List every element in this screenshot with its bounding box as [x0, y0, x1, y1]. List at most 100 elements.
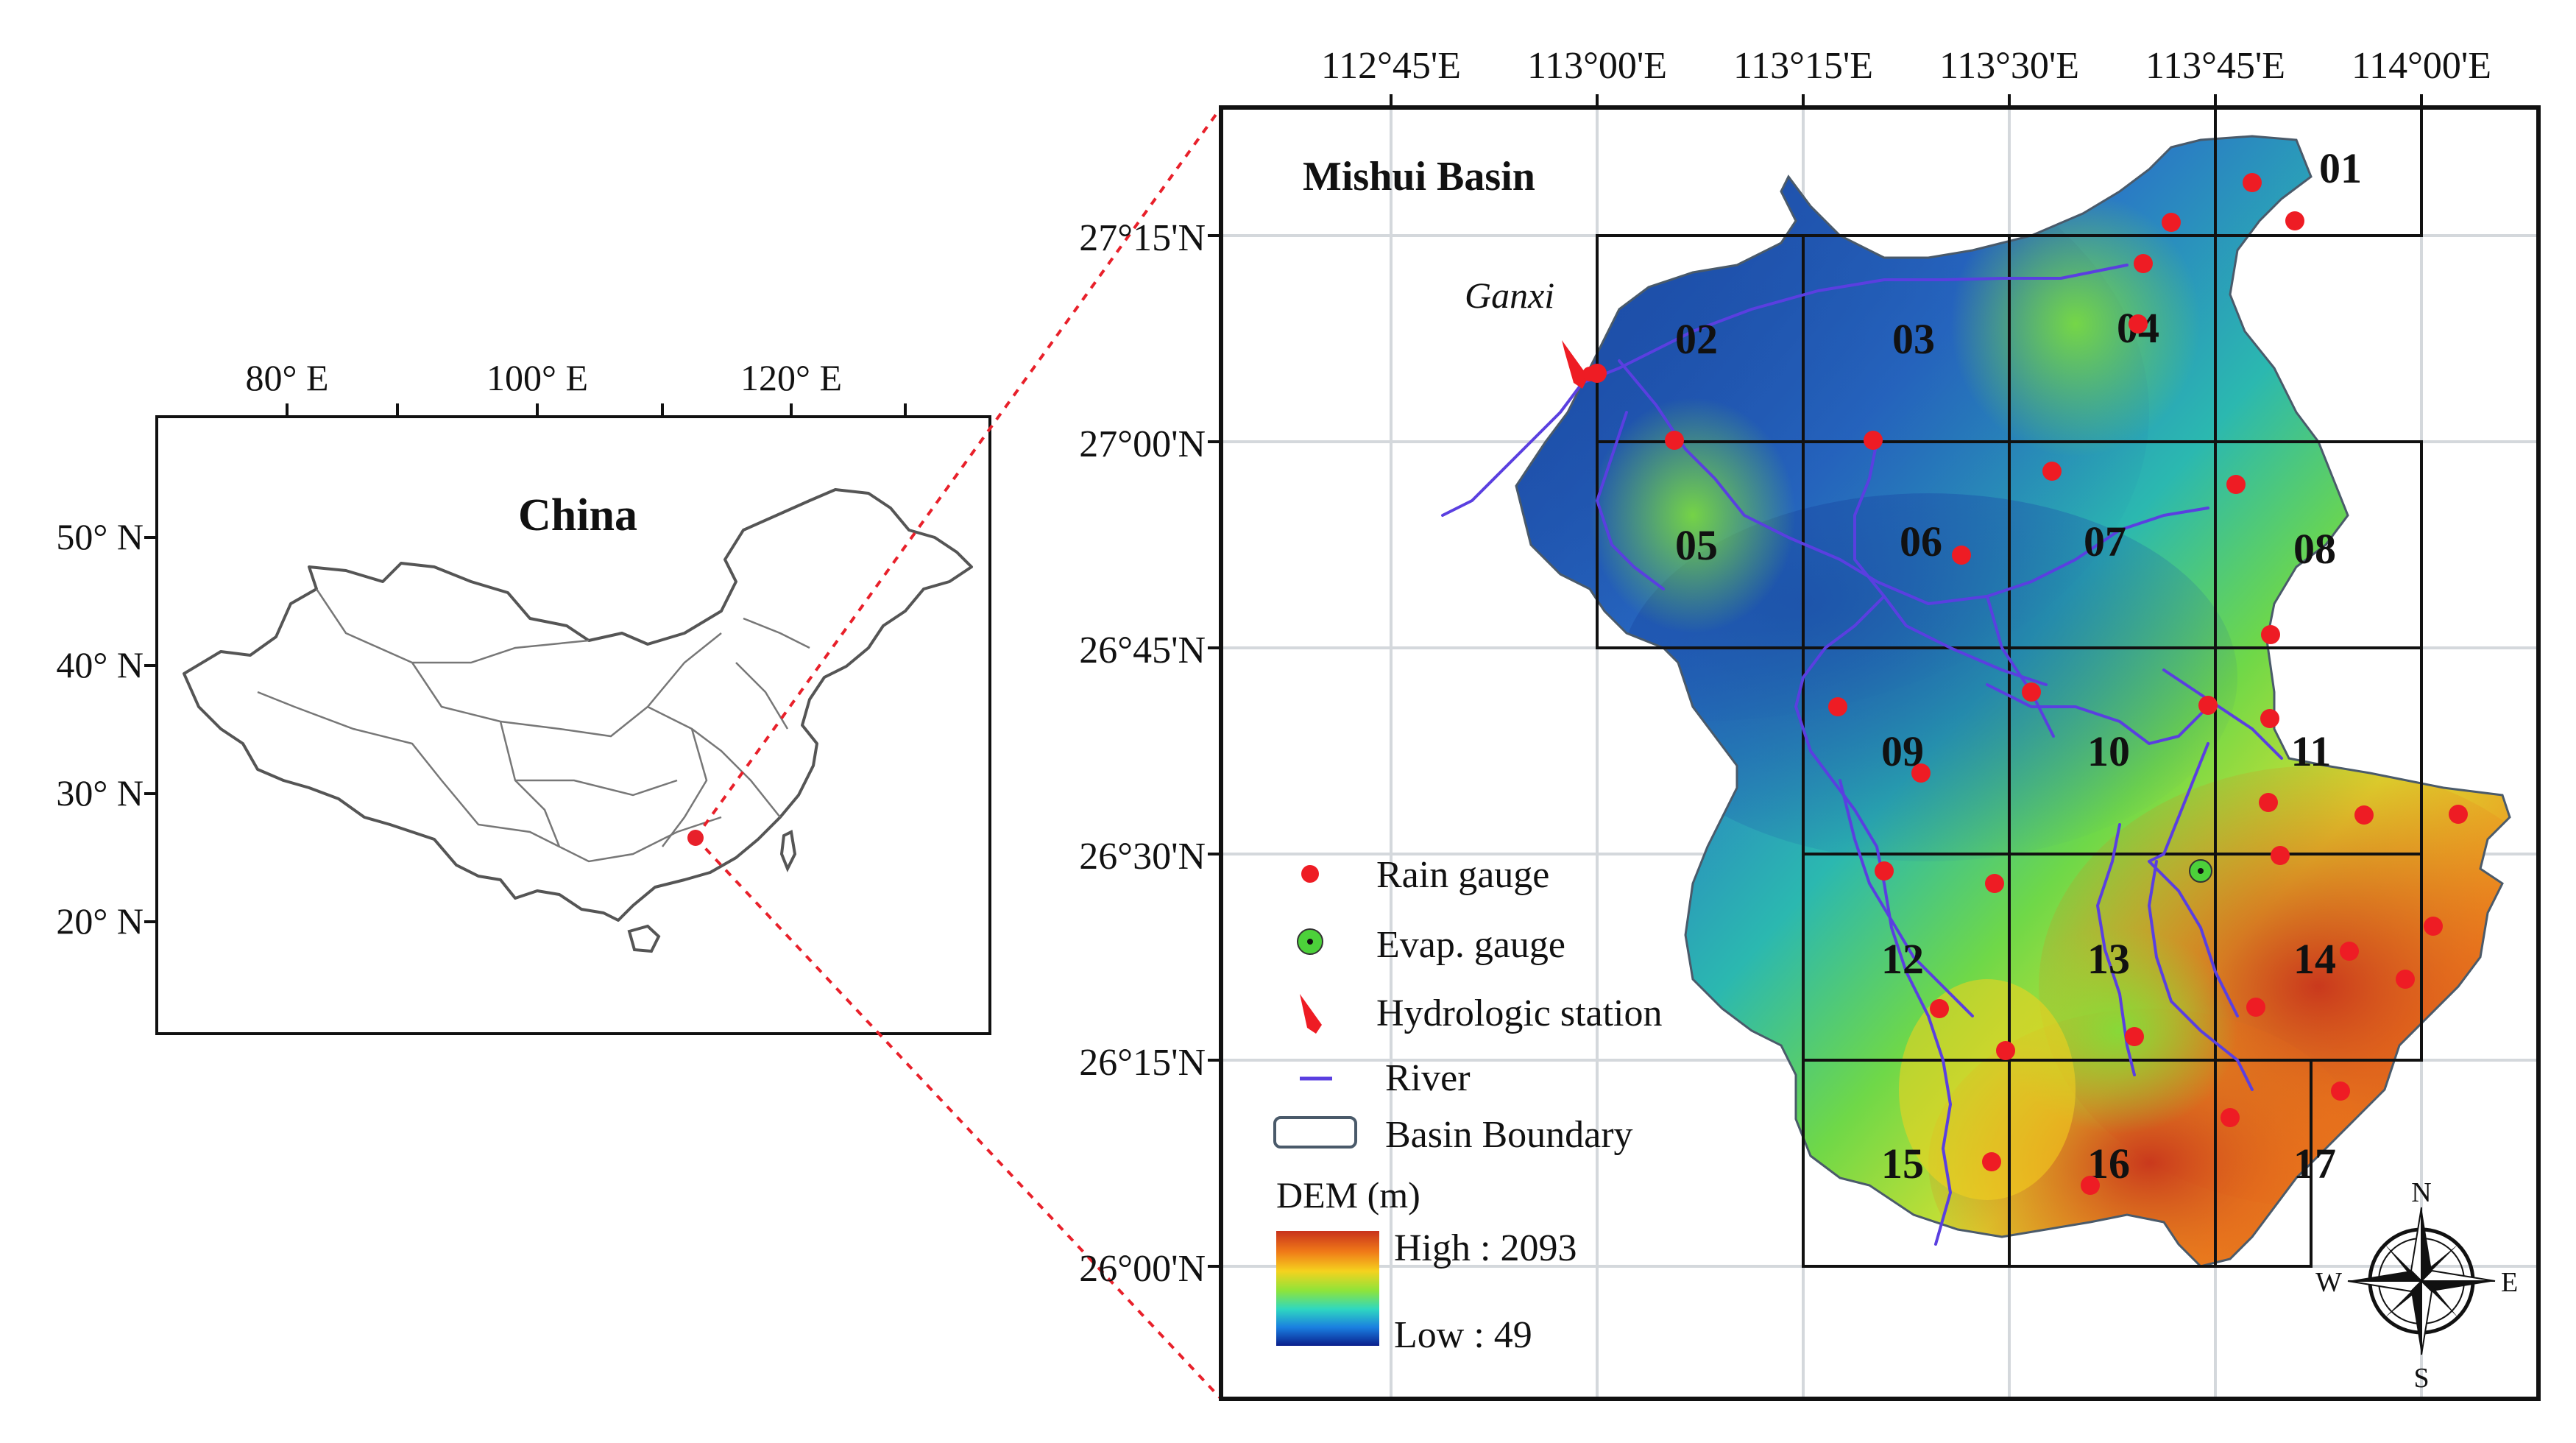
- legend-dem-title: DEM (m): [1276, 1174, 1420, 1216]
- hainan-island: [627, 924, 661, 953]
- main-lat-label: 26°30'N: [1079, 836, 1206, 878]
- west-label: W: [2315, 1267, 2342, 1298]
- main-lat-label: 26°00'N: [1079, 1248, 1206, 1290]
- legend-evap-gauge-label: Evap. gauge: [1376, 924, 1565, 966]
- inset-ticks: [144, 403, 907, 923]
- river-east-branch: [2162, 668, 2283, 760]
- rain-gauge-marker: [2424, 917, 2443, 936]
- legend: Rain gauge Evap. gauge Hydrologic statio…: [1273, 854, 1663, 1356]
- rain-gauge-marker: [1911, 763, 1931, 783]
- legend-basin-boundary-symbol: [1273, 1116, 1357, 1149]
- inset-title: China: [518, 490, 637, 540]
- inset-lon-label: 80° E: [245, 357, 328, 398]
- legend-dem-high: High : 2093: [1394, 1227, 1577, 1269]
- grid-cell-label: 12: [1881, 935, 1924, 983]
- legend-hydrologic-station-symbol: [1300, 994, 1322, 1034]
- grid-cell-label: 06: [1900, 518, 1942, 565]
- china-outline: [183, 488, 973, 922]
- main-lat-label: 26°15'N: [1079, 1042, 1206, 1084]
- taiwan-island: [779, 830, 797, 872]
- river-south-2: [2096, 823, 2136, 1076]
- rain-gauge-marker: [2340, 942, 2359, 961]
- grid-cell-label: 11: [2291, 727, 2332, 775]
- grid-cell-label: 07: [2084, 518, 2126, 565]
- rain-gauge-marker: [2198, 696, 2218, 715]
- main-map-frame: [1219, 105, 2541, 1401]
- main-map-title: Mishui Basin: [1303, 154, 1535, 200]
- grid-cell-label: 05: [1675, 521, 1718, 569]
- river-south-3: [2148, 860, 2254, 1091]
- rain-gauge-marker: [2396, 970, 2415, 989]
- rain-gauge-marker: [2259, 793, 2278, 812]
- grid-cell-label: 17: [2293, 1140, 2336, 1188]
- east-label: E: [2501, 1267, 2518, 1298]
- rain-gauge-marker: [2042, 462, 2062, 481]
- legend-rain-gauge-label: Rain gauge: [1376, 854, 1549, 896]
- main-lon-label: 113°30'E: [1939, 45, 2079, 87]
- main-river: [1581, 264, 2129, 384]
- inset-map: 80° E 100° E 120° E 50° N 40° N 30° N 20…: [56, 357, 991, 1035]
- inset-lat-label: 30° N: [56, 772, 144, 814]
- rain-gauge-marker: [2243, 173, 2262, 192]
- legend-dem-low: Low : 49: [1394, 1314, 1532, 1356]
- basin-boundary: [1515, 135, 2511, 1268]
- grid-cell-label: 08: [2293, 525, 2336, 573]
- main-lat-label: 27°15'N: [1079, 217, 1206, 259]
- rain-gauge-marker: [1875, 861, 1894, 881]
- inset-lat-label: 20° N: [56, 900, 144, 942]
- main-lon-label: 113°15'E: [1733, 45, 1873, 87]
- rain-gauge-marker: [2449, 805, 2468, 824]
- rain-gauge-marker: [1930, 999, 1949, 1018]
- legend-hydrologic-station-label: Hydrologic station: [1376, 992, 1663, 1034]
- inset-lon-label: 100° E: [486, 357, 588, 398]
- connector-line-top: [694, 106, 1222, 839]
- river-fork: [1596, 411, 1665, 590]
- rain-gauge-marker: [2022, 682, 2041, 702]
- rain-gauge-marker: [1864, 431, 1883, 450]
- rain-gauge-marker: [2331, 1082, 2350, 1101]
- river-north: [1618, 359, 2209, 605]
- basin-dem: [1515, 135, 2511, 1268]
- river-southwest: [1839, 779, 1974, 1017]
- inset-lat-label: 40° N: [56, 644, 144, 685]
- rain-gauge-marker: [2129, 314, 2148, 334]
- connector-line-bottom: [694, 836, 1222, 1400]
- grid-cell-label: 10: [2087, 727, 2130, 775]
- rain-gauge-marker: [2354, 805, 2374, 825]
- rain-gauge-marker: [2226, 475, 2246, 494]
- rain-gauge-marker: [2260, 709, 2279, 728]
- main-lon-label: 113°00'E: [1527, 45, 1667, 87]
- legend-river-label: River: [1385, 1057, 1471, 1099]
- rain-gauge-marker: [1996, 1041, 2015, 1060]
- rain-gauge-marker: [2221, 1108, 2240, 1127]
- rain-gauge-marker: [1982, 1152, 2001, 1171]
- river-central: [1986, 595, 2055, 738]
- river-east-upper: [1986, 683, 2209, 745]
- rain-gauge-marker: [2134, 254, 2153, 273]
- inset-lon-label: 120° E: [740, 357, 842, 398]
- province-lines: [257, 588, 810, 863]
- rain-gauge-marker: [2162, 213, 2181, 232]
- rain-gauge-marker: [1828, 697, 1847, 716]
- evap-gauge-center: [2198, 868, 2204, 874]
- river-upper: [1441, 381, 1584, 517]
- cell-labels: 0102030405060708091011121314151617: [1675, 144, 2362, 1188]
- river-southeast: [2148, 742, 2239, 1017]
- hydrologic-station-marker: [1562, 340, 1588, 389]
- legend-evap-gauge-center: [1307, 939, 1313, 945]
- zoom-connectors: [694, 106, 1222, 1400]
- grid-cell-label: 03: [1892, 315, 1935, 363]
- main-lat-label: 27°00'N: [1079, 423, 1206, 465]
- grid-cells: [1596, 106, 2423, 1268]
- main-lat-label: 26°45'N: [1079, 629, 1206, 671]
- station-name: Ganxi: [1465, 275, 1554, 316]
- rain-gauge-marker: [1952, 546, 1971, 565]
- main-map: 112°45'E 113°00'E 113°15'E 113°30'E 113°…: [1079, 45, 2541, 1401]
- main-axis-labels: 112°45'E 113°00'E 113°15'E 113°30'E 113°…: [1079, 45, 2491, 1290]
- inset-frame: [155, 415, 991, 1035]
- rain-gauge-marker: [2081, 1176, 2100, 1195]
- main-lon-label: 114°00'E: [2352, 45, 2491, 87]
- main-lon-label: 113°45'E: [2145, 45, 2285, 87]
- legend-rain-gauge-symbol: [1301, 865, 1319, 883]
